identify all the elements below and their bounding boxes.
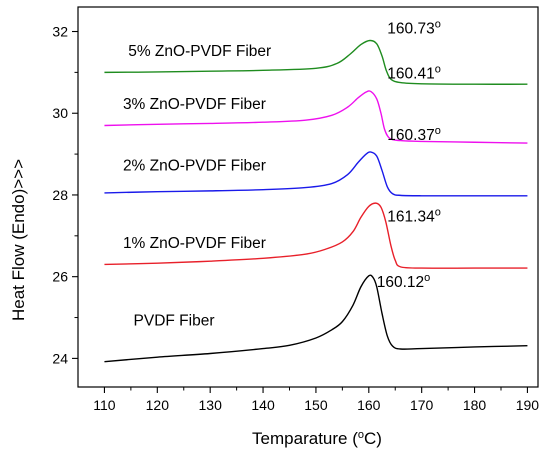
- peak-temperature-label-0: 160.12o: [377, 272, 431, 291]
- x-tick-label: 120: [146, 397, 170, 413]
- series-line-0: [104, 274, 528, 363]
- y-tick-label: 32: [52, 24, 68, 40]
- y-tick-label: 28: [52, 187, 68, 203]
- x-tick-label: 150: [304, 397, 328, 413]
- x-tick-label: 170: [410, 397, 434, 413]
- peak-temperature-label-3: 160.41o: [387, 64, 441, 83]
- series-lines: [104, 39, 528, 363]
- x-tick-label: 180: [463, 397, 487, 413]
- series-line-4: [104, 39, 528, 85]
- series-name-label-3: 3% ZnO-PVDF Fiber: [123, 96, 266, 113]
- peak-temperature-label-1: 161.34o: [387, 207, 441, 226]
- x-tick-label: 160: [357, 397, 381, 413]
- x-tick-label: 110: [93, 397, 116, 413]
- series-name-label-0: PVDF Fiber: [134, 313, 215, 330]
- y-tick-label: 26: [52, 269, 68, 285]
- axes: [77, 6, 539, 388]
- x-tick-label: 190: [516, 397, 540, 413]
- x-axis-title: Temparature (oC): [252, 429, 382, 448]
- peak-temperature-label-2: 160.37o: [387, 125, 441, 144]
- series-name-label-4: 5% ZnO-PVDF Fiber: [128, 43, 271, 60]
- x-tick-label: 130: [199, 397, 223, 413]
- series-name-label-1: 1% ZnO-PVDF Fiber: [123, 235, 266, 252]
- y-axis-title: Heat Flow (Endo)>>>: [9, 159, 28, 321]
- y-tick-label: 24: [52, 350, 68, 366]
- series-line-1: [104, 202, 528, 269]
- x-tick-label: 140: [251, 397, 275, 413]
- ticks: 110 120 130 140 150 160 170 180 190 24 26 28 30 32: [52, 24, 539, 413]
- x-axis-title-sup: o: [358, 429, 364, 441]
- peak-temperature-label-4: 160.73o: [387, 19, 441, 38]
- plot-frame: [77, 6, 539, 388]
- series-labels: PVDF Fiber 160.12o 1% ZnO-PVDF Fiber 161.34…: [123, 19, 441, 330]
- y-tick-label: 30: [52, 105, 68, 121]
- series-line-3: [104, 90, 528, 144]
- series-name-label-2: 2% ZnO-PVDF Fiber: [123, 157, 266, 174]
- series-line-2: [104, 151, 528, 197]
